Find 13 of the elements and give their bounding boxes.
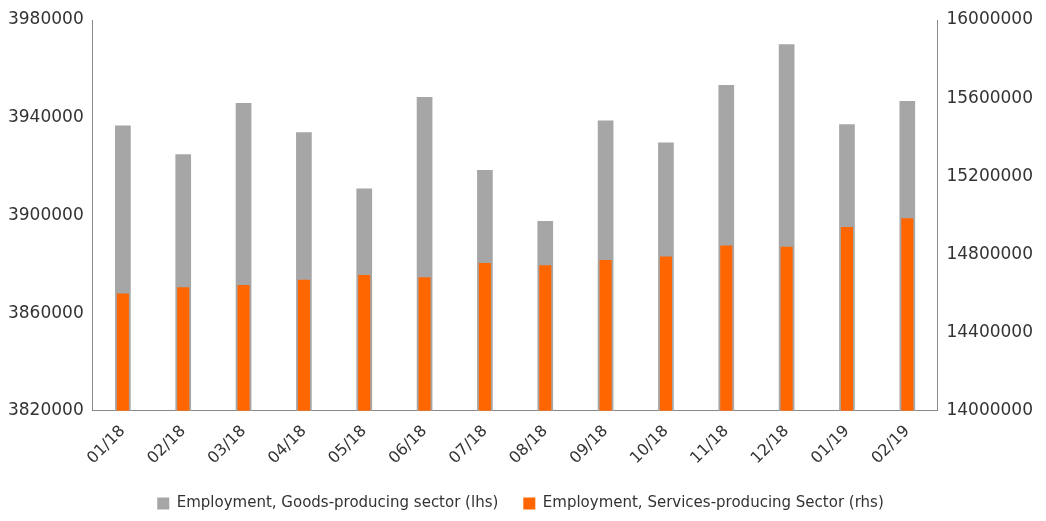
y2-tick-label: 15200000 — [946, 164, 1033, 185]
y-tick-label: 3900000 — [7, 203, 84, 224]
y-tick-label: 3820000 — [7, 399, 84, 420]
legend-label: Employment, Services-producing Sector (rhs) — [542, 493, 884, 512]
y2-tick-label: 14800000 — [946, 242, 1033, 263]
y-tick-label: 3860000 — [7, 301, 84, 322]
y2-tick-label: 14000000 — [946, 399, 1033, 420]
y2-tick-label: 16000000 — [946, 8, 1033, 29]
y-tick-label: 3940000 — [7, 106, 84, 127]
legend-label: Employment, Goods-producing sector (lhs) — [176, 493, 499, 512]
y-tick-label: 3980000 — [7, 8, 84, 29]
y2-tick-label: 15600000 — [946, 86, 1033, 107]
y2-tick-label: 14400000 — [946, 321, 1033, 342]
